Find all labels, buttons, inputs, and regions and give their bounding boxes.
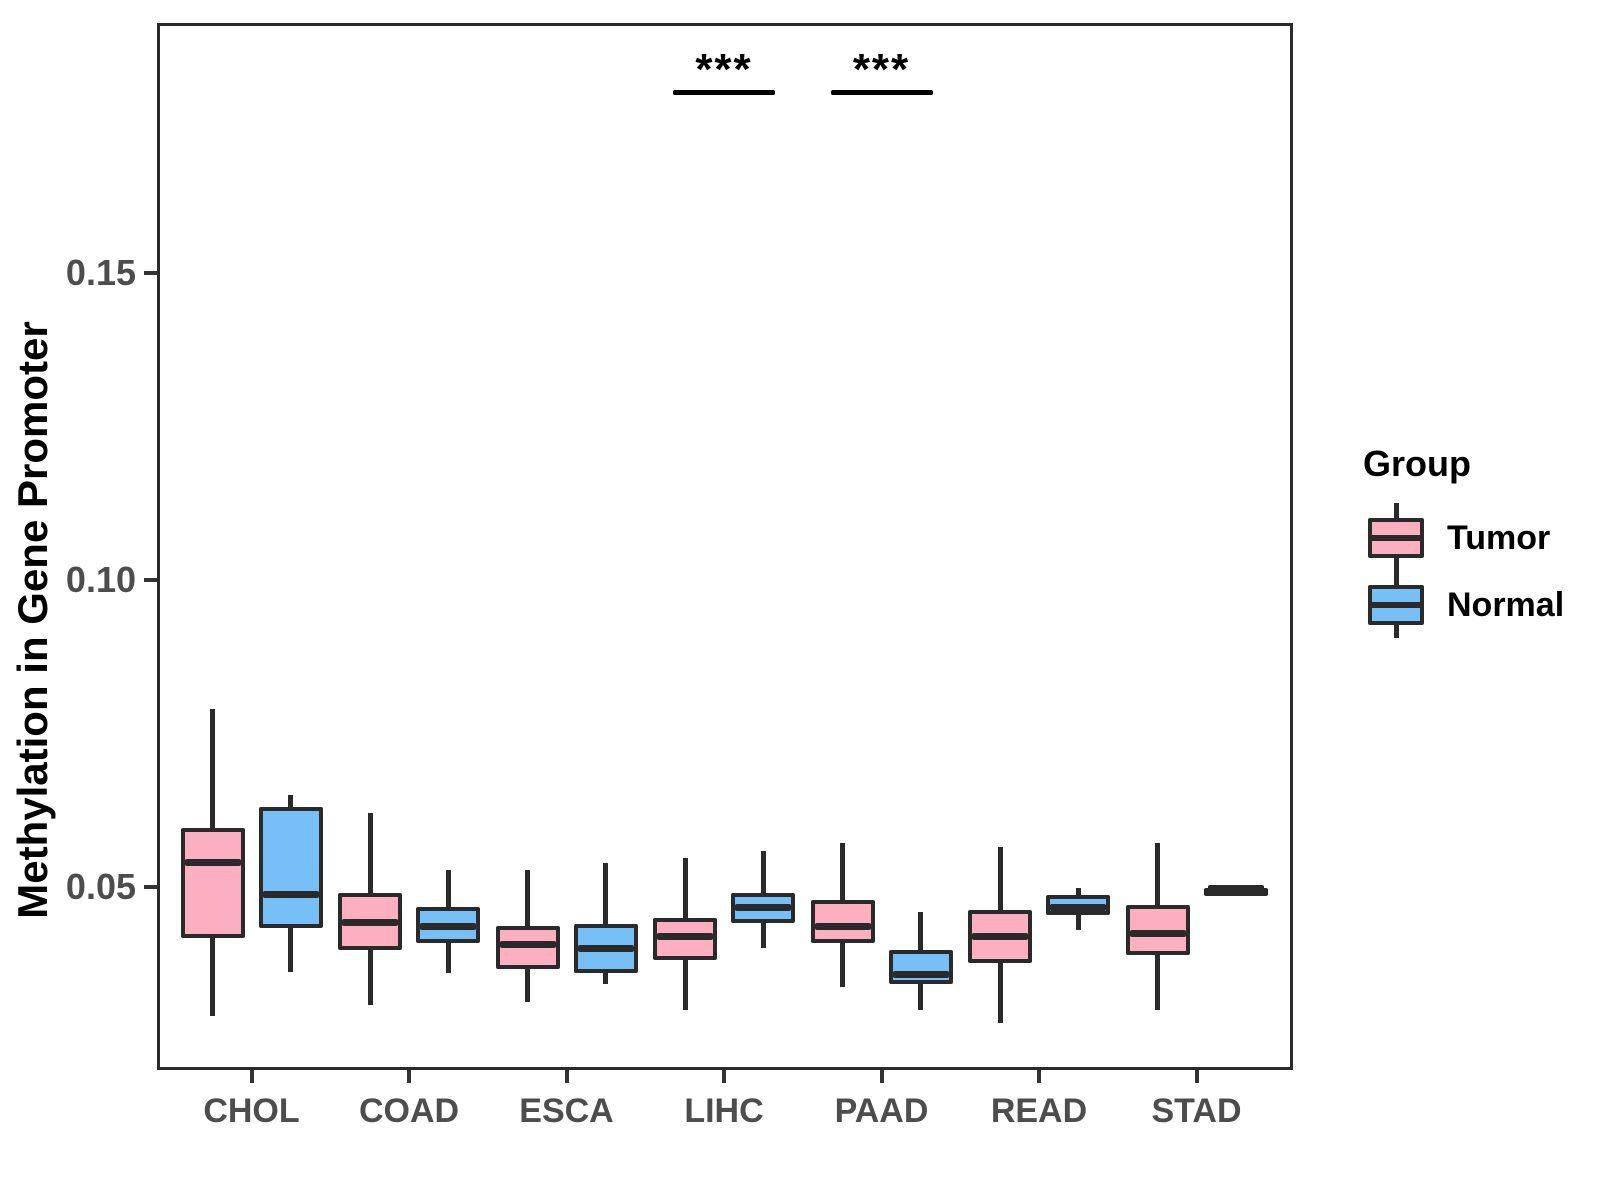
significance-bar-paad (830, 90, 933, 95)
x-axis-tick (407, 1070, 411, 1083)
y-axis-tick (144, 577, 157, 582)
significance-stars-paad: *** (852, 45, 911, 94)
legend-key-whisker-bottom (1394, 624, 1399, 638)
median-normal-esca (577, 944, 634, 952)
median-normal-paad (892, 971, 949, 979)
significance-stars-lihc: *** (695, 45, 753, 94)
x-axis-label-coad: COAD (358, 1092, 460, 1130)
y-axis-tick-label: 0.10 (65, 558, 136, 600)
median-tumor-stad (1129, 929, 1186, 937)
legend-key-whisker-top (1394, 503, 1399, 519)
legend-entry-normal: Normal (1340, 570, 1600, 638)
median-normal-stad (1207, 884, 1264, 892)
median-tumor-esca (499, 941, 556, 949)
legend-entry-tumor: Tumor (1340, 503, 1600, 571)
legend-key-tumor-boxplot-icon (1368, 503, 1424, 571)
y-axis-tick-label: 0.15 (65, 251, 136, 293)
x-axis-tick (1194, 1070, 1199, 1083)
box-tumor-chol (180, 828, 245, 938)
x-axis-label-lihc: LIHC (684, 1092, 764, 1130)
x-axis-tick (1037, 1070, 1041, 1083)
y-axis-tick (144, 270, 157, 275)
median-normal-coad (420, 923, 476, 931)
median-tumor-read (972, 933, 1028, 941)
legend-key-median (1372, 602, 1420, 608)
x-axis-label-stad: STAD (1151, 1092, 1242, 1130)
median-tumor-coad (342, 918, 398, 926)
legend-entry-label: Normal (1447, 586, 1565, 624)
x-axis-tick (879, 1070, 884, 1083)
median-tumor-lihc (657, 933, 713, 941)
x-axis-label-chol: CHOL (203, 1092, 300, 1130)
legend-key-normal-boxplot-icon (1368, 570, 1424, 638)
y-axis-title: Methylation in Gene Promoter (9, 321, 56, 919)
median-tumor-paad (814, 923, 871, 931)
box-normal-chol (258, 807, 323, 929)
x-axis-label-read: READ (990, 1092, 1088, 1130)
y-axis-tick (144, 885, 157, 889)
legend: Group Tumor Normal (1340, 443, 1600, 663)
median-normal-chol (262, 891, 319, 899)
x-axis-tick (564, 1070, 569, 1083)
legend-key-whisker-top (1394, 570, 1399, 586)
box-normal-paad (888, 950, 953, 985)
legend-title: Group (1363, 443, 1471, 484)
legend-key-median (1372, 535, 1420, 541)
x-axis-tick (249, 1070, 254, 1083)
median-normal-read (1050, 904, 1106, 912)
y-axis-tick-label: 0.05 (65, 866, 136, 907)
x-axis-label-esca: ESCA (519, 1092, 614, 1130)
plot-panel (157, 23, 1293, 1070)
legend-entry-label: Tumor (1447, 519, 1551, 557)
box-tumor-paad (810, 899, 875, 943)
median-normal-lihc (735, 903, 791, 911)
significance-bar-lihc (673, 90, 775, 95)
legend-key-whisker-bottom (1394, 557, 1399, 571)
x-axis-tick (722, 1070, 726, 1083)
median-tumor-chol (184, 858, 241, 866)
whisker-normal-esca (603, 863, 608, 985)
x-axis-label-paad: PAAD (834, 1092, 929, 1130)
